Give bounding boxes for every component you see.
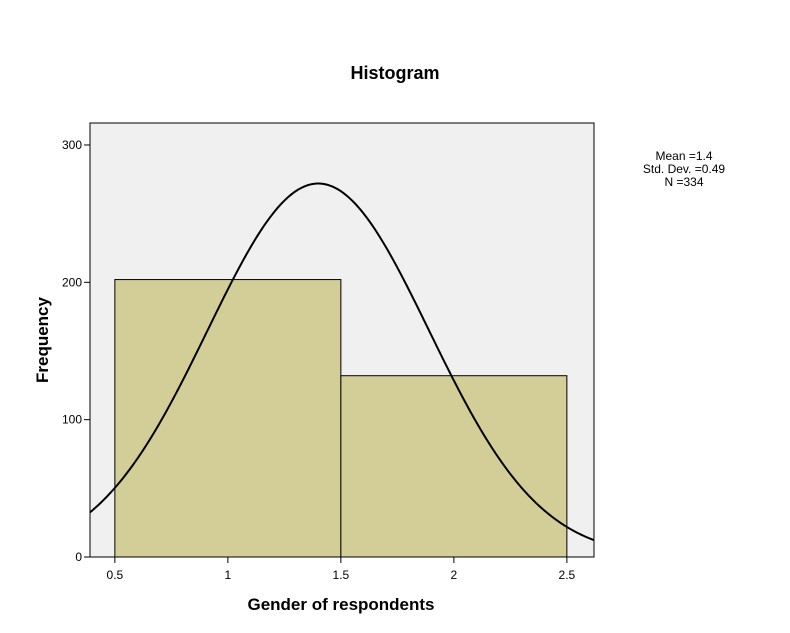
x-tick-label: 2.5 (559, 568, 576, 582)
std-dev-stat: Std. Dev. =0.49 (643, 162, 725, 176)
x-tick-label: 1.5 (333, 568, 350, 582)
y-tick-label: 200 (62, 275, 82, 289)
x-axis-ticks: 0.5 1 1.5 2 2.5 (107, 557, 576, 582)
histogram-bars (114, 279, 568, 558)
mean-stat: Mean =1.4 (655, 149, 712, 163)
x-tick-label: 0.5 (107, 568, 124, 582)
x-tick-label: 2 (451, 568, 458, 582)
x-axis-label: Gender of respondents (247, 595, 434, 614)
normal-curve (89, 182, 595, 542)
chart-title: Histogram (350, 63, 439, 83)
plot-frame (89, 122, 595, 558)
x-tick-label: 1 (225, 568, 232, 582)
histogram-bar-1 (114, 279, 342, 558)
statistics-summary: Mean =1.4 Std. Dev. =0.49 N =334 (643, 149, 725, 189)
y-tick-label: 300 (62, 138, 82, 152)
n-stat: N =334 (664, 175, 703, 189)
y-tick-label: 100 (62, 413, 82, 427)
y-tick-label: 0 (75, 550, 82, 564)
histogram-bar-2 (340, 375, 568, 558)
y-axis-ticks: 0 100 200 300 (62, 138, 90, 564)
y-axis-label: Frequency (33, 296, 52, 383)
